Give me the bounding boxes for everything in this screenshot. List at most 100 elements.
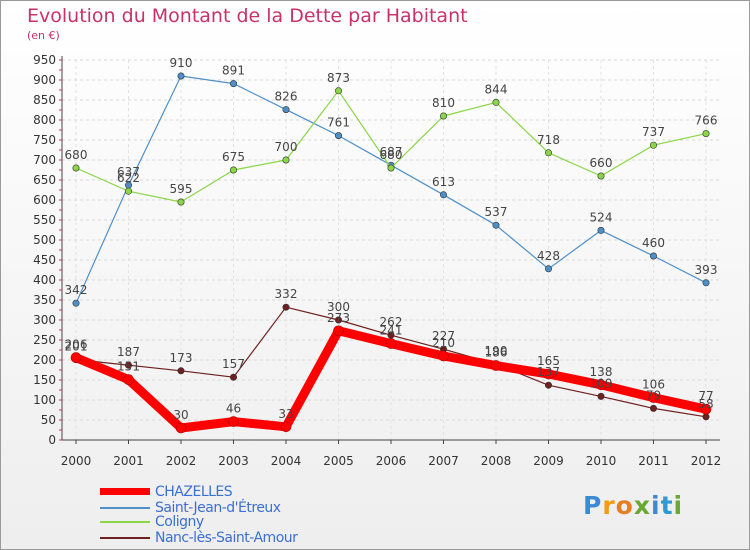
data-point [72,299,80,307]
x-tick-label: 2001 [113,454,144,468]
logo-letter: t [660,491,674,520]
data-label: 428 [537,249,560,263]
data-label: 700 [275,140,298,154]
legend-item-saint-jean: Saint-Jean-d'Étreux [100,500,400,516]
legend-item-nanc: Nanc-lès-Saint-Amour [100,530,400,546]
data-label: 106 [642,378,665,392]
data-label: 595 [170,182,193,196]
data-point [282,106,290,114]
y-tick-label: 700 [33,153,56,167]
data-label: 137 [537,365,560,379]
legend-label: Nanc-lès-Saint-Amour [155,530,298,546]
data-point [700,403,712,415]
data-label: 173 [170,351,193,365]
data-label: 33 [278,407,293,421]
data-point [72,164,80,172]
logo-letter: i [651,491,661,520]
y-tick-label: 650 [33,173,56,187]
data-point [544,381,552,389]
data-label: 273 [327,311,350,325]
data-point [177,367,185,375]
data-point [648,392,659,403]
data-point [70,352,82,363]
data-label: 891 [222,64,245,78]
data-point [177,198,185,206]
data-label: 190 [485,344,508,358]
x-tick-label: 2008 [481,454,512,468]
data-label: 206 [65,338,88,352]
data-point [544,265,552,273]
data-label: 241 [380,324,403,338]
y-tick-label: 550 [33,213,56,227]
data-label: 873 [327,71,350,85]
data-label: 680 [380,148,403,162]
data-point [492,98,500,106]
data-point [230,80,238,88]
data-point [280,421,292,433]
data-label: 524 [590,210,613,224]
data-label: 210 [432,336,455,350]
legend-label: CHAZELLES [155,484,233,500]
y-tick-label: 950 [33,53,56,67]
x-tick-label: 2011 [638,454,669,468]
data-label: 622 [117,171,140,185]
y-tick-label: 150 [33,373,56,387]
data-point [387,164,395,172]
data-point [702,130,710,138]
y-tick-label: 750 [33,133,56,147]
data-label: 737 [642,125,665,139]
x-tick-label: 2000 [61,454,92,468]
y-tick-label: 450 [33,253,56,267]
legend-swatch [100,521,150,523]
data-point [177,72,185,80]
proxiti-logo: Proxiti [583,491,683,520]
data-label: 58 [698,397,713,411]
data-point [597,172,605,180]
y-tick-label: 850 [33,93,56,107]
y-tick-label: 100 [33,393,56,407]
y-tick-label: 800 [33,113,56,127]
x-tick-label: 2012 [691,454,722,468]
data-point [282,303,290,311]
data-point [334,87,342,95]
data-label: 227 [432,329,455,343]
x-tick-label: 2010 [586,454,617,468]
x-tick-label: 2007 [428,454,459,468]
chart-unit: (en €) [27,29,60,42]
data-label: 810 [432,96,455,110]
data-point [334,316,342,324]
y-tick-label: 200 [33,353,56,367]
data-label: 332 [275,287,298,301]
data-point [333,325,344,337]
data-point [492,221,500,229]
data-point [649,141,657,149]
data-point [125,361,133,369]
data-point [125,187,133,195]
data-label: 637 [117,165,140,179]
data-point [438,350,449,362]
data-point [597,226,605,234]
legend-swatch [100,488,150,495]
data-label: 151 [117,360,140,374]
x-tick-label: 2002 [166,454,197,468]
data-label: 613 [432,175,455,189]
data-point [649,252,657,260]
y-tick-label: 500 [33,233,56,247]
data-point [649,404,657,412]
y-tick-label: 400 [33,273,56,287]
x-tick-label: 2003 [218,454,249,468]
data-point [228,416,239,427]
data-point [490,360,502,371]
data-label: 157 [222,357,245,371]
chart-title: Evolution du Montant de la Dette par Hab… [27,5,468,27]
x-tick-label: 2009 [533,454,564,468]
data-point [175,422,187,434]
data-point [544,149,552,157]
data-label: 718 [537,133,560,147]
data-point [123,374,134,385]
data-label: 766 [695,114,718,128]
data-label: 826 [275,90,298,104]
logo-letter: x [633,491,651,520]
y-tick-label: 600 [33,193,56,207]
